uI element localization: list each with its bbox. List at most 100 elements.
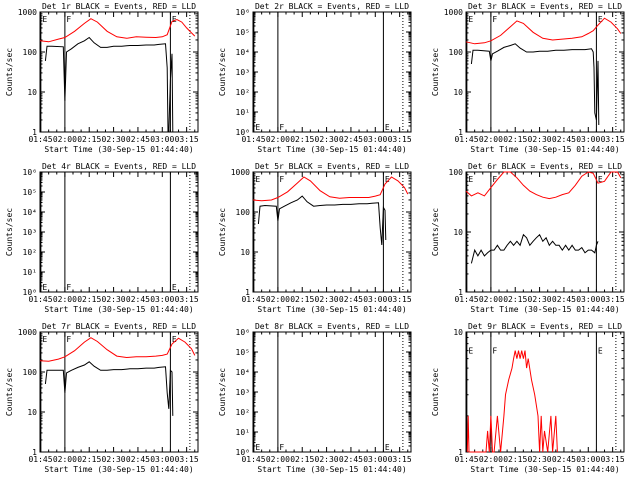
x-axis-label: Start Time (30-Sep-15 01:44:40) [470,305,619,314]
y-tick-label: 1 [458,288,463,297]
plot-frame [465,11,625,133]
x-tick-label: 01:45 [454,295,478,304]
series-line-lld [466,350,558,453]
x-tick-label: 02:00 [479,455,503,464]
x-tick-label: 03:00 [150,135,174,144]
y-tick-label: 10 [27,88,37,97]
x-tick-label: 02:00 [479,295,503,304]
x-tick-label: 02:30 [528,295,552,304]
x-tick-label: 01:45 [454,455,478,464]
y-tick-label: 100 [23,368,38,377]
x-tick-label: 02:30 [528,135,552,144]
y-tick-label: 100 [23,48,38,57]
panel-9: Det 9r BLACK = Events, RED = LLD 1 10 01:45… [431,322,625,474]
x-tick-label: 03:15 [175,455,199,464]
event-marker-label: F [492,347,497,356]
x-tick-label: 03:15 [601,295,625,304]
x-tick-label: 02:45 [339,135,363,144]
y-tick-label: 10⁵ [236,28,250,37]
event-marker-label: E [172,15,177,24]
event-marker-label: F [279,443,284,452]
y-tick-label: 10² [236,408,250,417]
event-marker-label: F [492,15,497,24]
y-tick-label: 10³ [236,68,250,77]
event-marker-label: F [279,175,284,184]
x-tick-label: 03:00 [150,455,174,464]
panel-title: Det 6r BLACK = Events, RED = LLD [468,162,622,171]
y-tick-label: 10⁵ [236,348,250,357]
panel-title: Det 1r BLACK = Events, RED = LLD [42,2,196,11]
x-tick-label: 02:00 [266,455,290,464]
x-tick-label: 02:00 [266,295,290,304]
y-tick-label: 10 [240,248,250,257]
x-tick-label: 03:15 [601,135,625,144]
y-tick-label: 10⁶ [23,168,37,177]
y-axis-label: Counts/sec [5,208,14,256]
y-tick-label: 10⁴ [236,48,250,57]
x-tick-label: 03:00 [363,455,387,464]
event-marker-label: E [468,175,473,184]
x-tick-label: 03:00 [363,295,387,304]
y-tick-label: 10⁶ [236,8,250,17]
y-tick-label: 10¹ [236,428,250,437]
x-tick-label: 02:15 [290,135,314,144]
y-tick-label: 1000 [18,328,37,337]
panel-5: Det 5r BLACK = Events, RED = LLD 1 10 100 10… [218,162,412,314]
y-tick-label: 100 [449,48,464,57]
event-marker-label: F [66,283,71,292]
series-line-lld [465,171,622,200]
panel-title: Det 9r BLACK = Events, RED = LLD [468,322,622,331]
event-marker-label: F [279,123,284,132]
x-tick-label: 02:15 [77,295,101,304]
x-axis-label: Start Time (30-Sep-15 01:44:40) [257,145,406,154]
y-axis-label: Counts/sec [431,368,440,416]
event-marker-label: E [468,347,473,356]
series-line-events [257,195,387,246]
panel-title: Det 4r BLACK = Events, RED = LLD [42,162,196,171]
x-tick-label: 02:30 [102,135,126,144]
x-tick-label: 03:00 [576,135,600,144]
x-tick-label: 01:45 [241,455,265,464]
event-marker-label: E [42,15,47,24]
y-tick-label: 10⁵ [23,188,37,197]
panel-title: Det 5r BLACK = Events, RED = LLD [255,162,409,171]
y-tick-label: 10 [453,328,463,337]
y-tick-label: 100 [236,208,251,217]
y-tick-label: 1 [458,128,463,137]
y-axis-label: Counts/sec [218,368,227,416]
x-tick-label: 02:30 [102,295,126,304]
x-tick-label: 02:00 [53,295,77,304]
x-axis-label: Start Time (30-Sep-15 01:44:40) [44,145,193,154]
x-tick-label: 03:00 [150,295,174,304]
event-marker-label: E [255,443,260,452]
x-tick-label: 02:15 [503,295,527,304]
y-axis-label: Counts/sec [431,48,440,96]
event-marker-label: F [66,15,71,24]
x-axis-label: Start Time (30-Sep-15 01:44:40) [470,145,619,154]
event-marker-label: E [598,175,603,184]
x-tick-label: 02:15 [290,455,314,464]
x-tick-label: 03:15 [388,135,412,144]
x-tick-label: 03:15 [388,295,412,304]
series-line-lld [465,17,622,45]
series-line-lld [39,337,196,362]
x-tick-label: 02:00 [53,455,77,464]
x-tick-label: 02:45 [126,135,150,144]
x-tick-label: 02:45 [339,455,363,464]
plot-frame [39,171,199,293]
x-tick-label: 02:45 [339,295,363,304]
event-marker-label: E [255,175,260,184]
x-tick-label: 01:45 [241,135,265,144]
y-tick-label: 10⁶ [236,328,250,337]
x-tick-label: 02:30 [315,295,339,304]
y-axis-label: Counts/sec [218,48,227,96]
y-tick-label: 10 [453,228,463,237]
event-marker-label: E [172,335,177,344]
x-tick-label: 02:45 [552,295,576,304]
x-tick-label: 03:00 [576,455,600,464]
y-tick-label: 10³ [23,228,37,237]
series-line-events [44,361,174,416]
series-line-lld [252,176,409,202]
panel-title: Det 3r BLACK = Events, RED = LLD [468,2,622,11]
x-tick-label: 03:15 [388,455,412,464]
